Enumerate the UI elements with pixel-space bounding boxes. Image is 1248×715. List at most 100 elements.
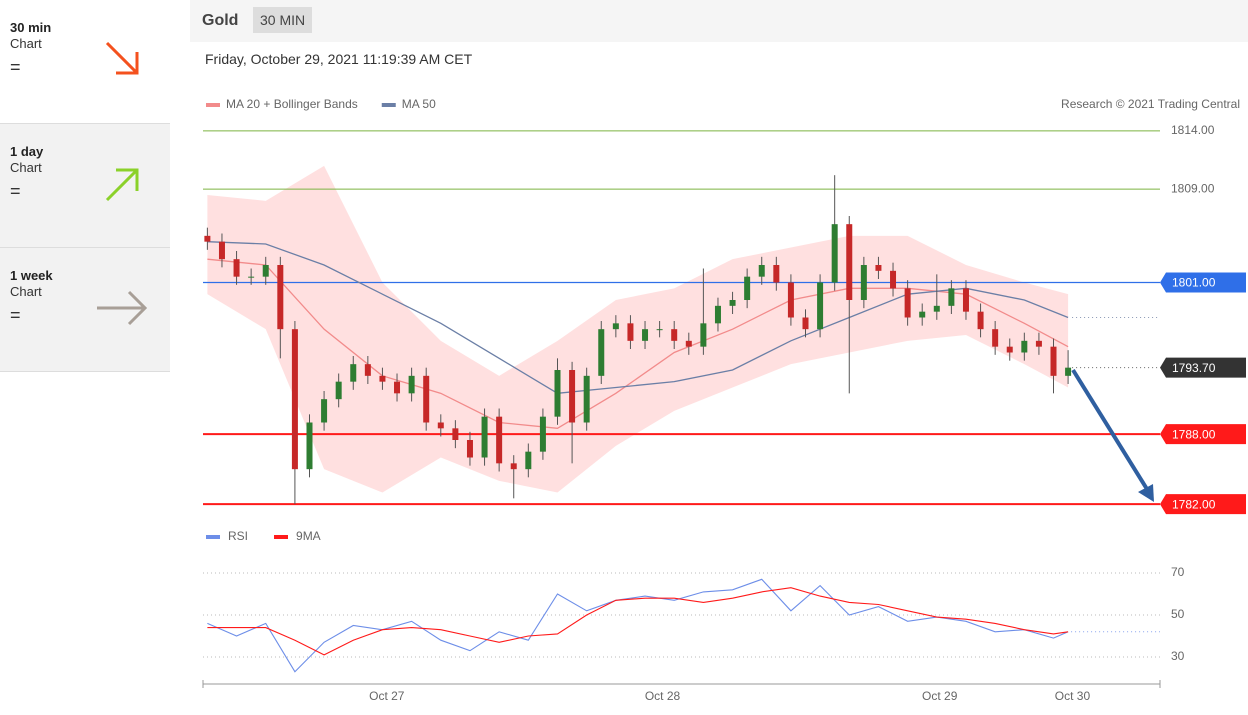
sidebar-item[interactable]: 1 week Chart = bbox=[0, 248, 170, 372]
candle-body bbox=[802, 317, 809, 330]
candle-body bbox=[1035, 340, 1042, 347]
forecast-arrowhead bbox=[1138, 484, 1154, 502]
sidebar-item[interactable]: 30 min Chart = bbox=[0, 0, 170, 124]
y-tick-label: 50 bbox=[1171, 607, 1185, 621]
candle-body bbox=[612, 323, 619, 330]
candle-body bbox=[1050, 346, 1057, 376]
candle-body bbox=[1065, 367, 1072, 376]
candle-body bbox=[656, 329, 663, 331]
y-tick-label: 70 bbox=[1171, 565, 1185, 579]
candle-body bbox=[1021, 340, 1028, 353]
candle-body bbox=[817, 282, 824, 330]
level-label-box bbox=[1160, 272, 1246, 293]
candle-body bbox=[598, 329, 605, 376]
candle-body bbox=[671, 329, 678, 341]
candle-body bbox=[233, 259, 240, 277]
candle-body bbox=[642, 329, 649, 341]
candle-body bbox=[627, 323, 634, 341]
indicator-line bbox=[207, 587, 1069, 656]
candle-body bbox=[321, 399, 328, 423]
candle-body bbox=[262, 265, 269, 277]
candle-body bbox=[875, 265, 882, 271]
label: Chart bbox=[10, 284, 42, 299]
y-tick-label: 30 bbox=[1171, 649, 1185, 663]
datetime: Friday, October 29, 2021 11:19:39 AM CET bbox=[205, 51, 473, 67]
interval[interactable]: 30 MIN bbox=[253, 7, 313, 33]
legend-label: RSI bbox=[228, 529, 248, 543]
x-tick-label: Oct 27 bbox=[369, 689, 405, 703]
level-label: 1788.00 bbox=[1172, 427, 1216, 441]
candle-body bbox=[204, 235, 211, 242]
candle-body bbox=[496, 416, 503, 464]
legend-label: MA 50 bbox=[402, 97, 436, 111]
signal: = bbox=[10, 305, 21, 325]
indicator-line bbox=[207, 578, 1069, 673]
instrument: Gold bbox=[202, 12, 239, 29]
candle-body bbox=[554, 370, 561, 417]
bollinger-band bbox=[207, 165, 1069, 493]
candle-body bbox=[350, 364, 357, 382]
label: Chart bbox=[10, 36, 42, 51]
level-label-box bbox=[1160, 357, 1246, 378]
credit: Research © 2021 Trading Central bbox=[1061, 97, 1240, 111]
candle-body bbox=[306, 422, 313, 470]
label: Chart bbox=[10, 160, 42, 175]
candle-body bbox=[539, 416, 546, 452]
candle-body bbox=[218, 241, 225, 260]
candle-body bbox=[569, 370, 576, 423]
level-label: 1782.00 bbox=[1172, 497, 1216, 511]
level-label-box bbox=[1160, 494, 1246, 515]
level-label: 1793.70 bbox=[1172, 361, 1216, 375]
candle-body bbox=[583, 375, 590, 423]
forecast-arrow bbox=[1071, 368, 1152, 496]
signal: = bbox=[10, 181, 21, 201]
level-label: 1809.00 bbox=[1171, 181, 1215, 195]
candle-body bbox=[481, 416, 488, 458]
candle-body bbox=[335, 381, 342, 400]
candle-body bbox=[1006, 346, 1013, 353]
candle-body bbox=[437, 422, 444, 429]
candle-body bbox=[904, 288, 911, 318]
legend-label: 9MA bbox=[296, 529, 321, 543]
candle-body bbox=[948, 288, 955, 306]
trend-icon bbox=[105, 41, 139, 75]
level-label-box bbox=[1160, 424, 1246, 445]
candle-body bbox=[992, 329, 999, 347]
candle-body bbox=[860, 265, 867, 300]
legend-label: MA 20 + Bollinger Bands bbox=[226, 97, 358, 111]
candle-body bbox=[890, 270, 897, 289]
moving-average bbox=[207, 258, 1069, 430]
period: 1 week bbox=[10, 268, 53, 283]
candle-body bbox=[525, 451, 532, 470]
candle-body bbox=[758, 265, 765, 277]
candle-body bbox=[700, 323, 707, 347]
candle-body bbox=[408, 375, 415, 394]
sidebar-item[interactable]: 1 day Chart = bbox=[0, 124, 170, 248]
candle-body bbox=[248, 276, 255, 278]
candle-body bbox=[729, 300, 736, 306]
level-label: 1814.00 bbox=[1171, 123, 1215, 137]
period: 1 day bbox=[10, 144, 44, 159]
moving-average bbox=[207, 241, 1069, 395]
candle-body bbox=[291, 329, 298, 470]
candle-body bbox=[714, 305, 721, 324]
level-label: 1801.00 bbox=[1172, 276, 1216, 290]
candle-body bbox=[466, 440, 473, 458]
x-tick-label: Oct 29 bbox=[922, 689, 958, 703]
candle-body bbox=[787, 282, 794, 318]
x-tick-label: Oct 28 bbox=[645, 689, 681, 703]
candle-body bbox=[773, 265, 780, 283]
header-bar: Gold 30 MIN bbox=[190, 0, 1248, 42]
candle-body bbox=[933, 305, 940, 312]
candle-body bbox=[452, 428, 459, 440]
sidebar: 30 min Chart = 1 day Chart = 1 week Char… bbox=[0, 0, 170, 372]
candle-body bbox=[846, 224, 853, 300]
candle-body bbox=[379, 375, 386, 382]
period: 30 min bbox=[10, 20, 52, 35]
x-tick-label: Oct 30 bbox=[1055, 689, 1091, 703]
candle-body bbox=[977, 311, 984, 330]
candle-body bbox=[364, 364, 371, 376]
candle-body bbox=[919, 311, 926, 318]
